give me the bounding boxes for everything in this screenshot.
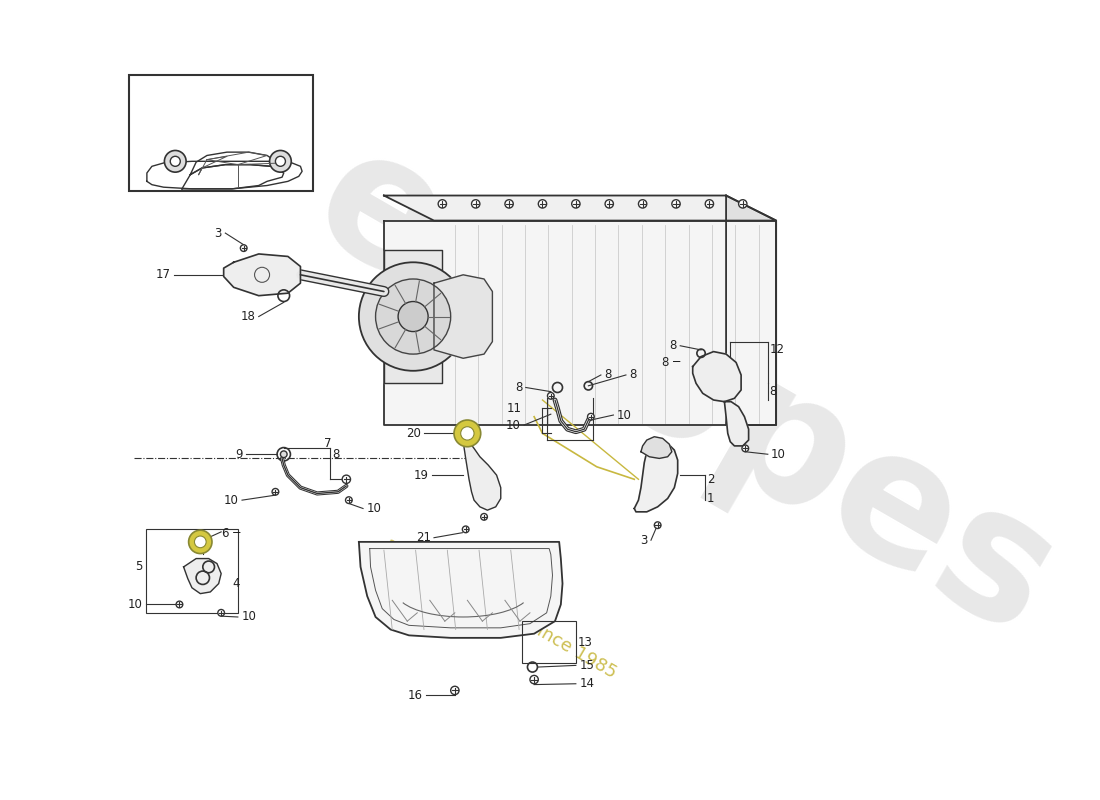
Circle shape — [241, 245, 248, 251]
Text: 17: 17 — [155, 268, 170, 282]
Circle shape — [176, 601, 183, 608]
Text: 15: 15 — [580, 659, 594, 672]
Polygon shape — [693, 351, 741, 402]
Circle shape — [538, 200, 547, 208]
Circle shape — [638, 200, 647, 208]
Text: 10: 10 — [223, 494, 239, 506]
Circle shape — [461, 426, 474, 440]
Circle shape — [164, 150, 186, 172]
Circle shape — [530, 675, 538, 684]
Circle shape — [454, 420, 481, 446]
Polygon shape — [190, 152, 277, 174]
Text: 8: 8 — [670, 339, 676, 352]
Circle shape — [705, 200, 714, 208]
Text: 1: 1 — [707, 492, 714, 505]
Polygon shape — [463, 442, 500, 510]
Circle shape — [505, 200, 514, 208]
Text: 10: 10 — [241, 610, 256, 623]
Circle shape — [342, 475, 351, 483]
Text: 9: 9 — [235, 448, 243, 461]
Circle shape — [188, 530, 212, 554]
Bar — [521, 621, 576, 663]
Text: 10: 10 — [506, 418, 520, 431]
Polygon shape — [434, 275, 493, 358]
Polygon shape — [726, 195, 777, 425]
Text: 3: 3 — [214, 226, 222, 239]
Bar — [146, 530, 238, 613]
Text: 18: 18 — [241, 310, 255, 323]
Circle shape — [738, 200, 747, 208]
Text: 11: 11 — [507, 402, 521, 415]
Circle shape — [280, 451, 287, 458]
Circle shape — [438, 200, 447, 208]
Text: 19: 19 — [414, 469, 429, 482]
Text: 3: 3 — [640, 534, 648, 546]
Circle shape — [741, 445, 749, 452]
Polygon shape — [223, 254, 300, 296]
Circle shape — [572, 200, 580, 208]
Text: 10: 10 — [366, 502, 382, 515]
Text: 21: 21 — [416, 531, 430, 544]
Circle shape — [672, 200, 680, 208]
Circle shape — [195, 536, 206, 548]
Text: 8: 8 — [770, 385, 777, 398]
Circle shape — [654, 522, 661, 529]
Text: 10: 10 — [771, 448, 786, 461]
Circle shape — [462, 526, 469, 533]
Circle shape — [170, 156, 180, 166]
Circle shape — [272, 489, 278, 495]
Polygon shape — [147, 162, 302, 189]
Text: 8: 8 — [515, 381, 522, 394]
Polygon shape — [184, 558, 221, 594]
Circle shape — [472, 200, 480, 208]
Text: 7: 7 — [324, 437, 332, 450]
Text: 10: 10 — [128, 598, 143, 611]
Text: 6 ─: 6 ─ — [222, 527, 241, 540]
Circle shape — [345, 497, 352, 503]
Circle shape — [359, 262, 468, 370]
Polygon shape — [725, 402, 749, 446]
Text: 16: 16 — [407, 689, 422, 702]
Text: 14: 14 — [580, 678, 594, 690]
Text: 8: 8 — [332, 448, 339, 461]
Text: 13: 13 — [578, 635, 593, 649]
Circle shape — [275, 156, 285, 166]
Polygon shape — [384, 221, 777, 425]
Text: 20: 20 — [406, 427, 420, 440]
Circle shape — [481, 514, 487, 520]
Text: europes: europes — [284, 110, 1085, 674]
Circle shape — [451, 686, 459, 694]
Text: 8 ─: 8 ─ — [662, 356, 680, 369]
Text: 12: 12 — [770, 343, 784, 357]
Circle shape — [218, 610, 224, 616]
Polygon shape — [384, 195, 777, 221]
Circle shape — [548, 393, 554, 399]
Text: 4: 4 — [233, 577, 241, 590]
Circle shape — [398, 302, 428, 331]
Text: 8: 8 — [604, 369, 612, 382]
Bar — [130, 74, 314, 191]
Circle shape — [605, 200, 614, 208]
Text: a passion for cars since 1985: a passion for cars since 1985 — [382, 535, 619, 682]
Polygon shape — [384, 250, 442, 383]
Circle shape — [270, 150, 292, 172]
Polygon shape — [635, 442, 678, 512]
Polygon shape — [182, 165, 284, 189]
Text: 5: 5 — [135, 561, 143, 574]
Text: 8: 8 — [629, 369, 637, 382]
Text: 10: 10 — [617, 409, 631, 422]
Circle shape — [375, 279, 451, 354]
Text: 2: 2 — [707, 473, 714, 486]
Polygon shape — [641, 437, 672, 458]
Circle shape — [587, 414, 594, 420]
Polygon shape — [359, 542, 562, 638]
